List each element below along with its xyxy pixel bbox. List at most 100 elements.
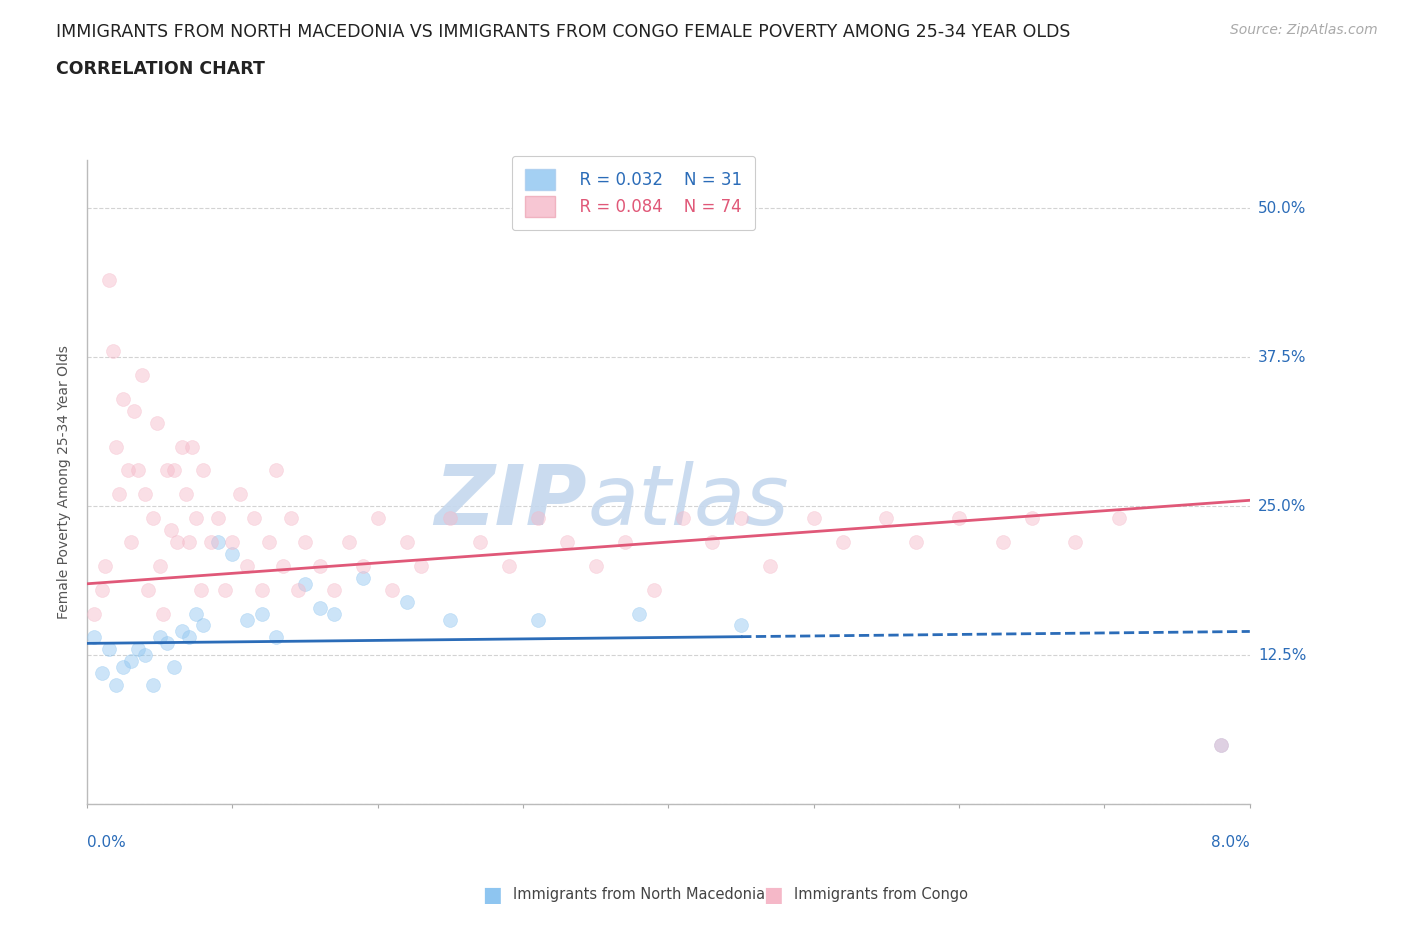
Point — [134, 487, 156, 502]
Point — [250, 606, 273, 621]
Point — [174, 487, 197, 502]
Point — [613, 535, 636, 550]
Point — [186, 511, 208, 525]
Point — [163, 659, 186, 674]
Point — [264, 630, 287, 644]
Point — [160, 523, 183, 538]
Point — [294, 535, 316, 550]
Point — [439, 511, 461, 525]
Point — [149, 630, 172, 644]
Point — [193, 618, 215, 633]
Point — [117, 463, 139, 478]
Point — [555, 535, 578, 550]
Point — [177, 630, 200, 644]
Point — [149, 558, 172, 573]
Point — [108, 487, 131, 502]
Point — [381, 582, 404, 597]
Point — [352, 558, 374, 573]
Point — [526, 612, 548, 627]
Point — [585, 558, 607, 573]
Point — [221, 547, 243, 562]
Text: CORRELATION CHART: CORRELATION CHART — [56, 60, 266, 78]
Text: ZIP: ZIP — [434, 461, 588, 542]
Point — [904, 535, 927, 550]
Text: atlas: atlas — [588, 461, 789, 542]
Text: 25.0%: 25.0% — [1258, 498, 1306, 513]
Point — [875, 511, 897, 525]
Point — [1021, 511, 1043, 525]
Point — [112, 392, 135, 406]
Point — [395, 594, 418, 609]
Text: Immigrants from North Macedonia: Immigrants from North Macedonia — [513, 887, 765, 902]
Point — [257, 535, 280, 550]
Point — [1064, 535, 1087, 550]
Point — [97, 642, 120, 657]
Point — [186, 606, 208, 621]
Point — [127, 642, 149, 657]
Point — [83, 630, 105, 644]
Text: IMMIGRANTS FROM NORTH MACEDONIA VS IMMIGRANTS FROM CONGO FEMALE POVERTY AMONG 25: IMMIGRANTS FROM NORTH MACEDONIA VS IMMIG… — [56, 23, 1070, 41]
Point — [170, 439, 193, 454]
Point — [136, 582, 159, 597]
Point — [120, 654, 142, 669]
Point — [352, 570, 374, 585]
Point — [280, 511, 302, 525]
Point — [103, 344, 125, 359]
Point — [142, 678, 165, 693]
Point — [831, 535, 853, 550]
Point — [468, 535, 491, 550]
Point — [411, 558, 433, 573]
Point — [308, 600, 330, 615]
Point — [264, 463, 287, 478]
Point — [221, 535, 243, 550]
Point — [759, 558, 782, 573]
Point — [250, 582, 273, 597]
Text: Immigrants from Congo: Immigrants from Congo — [794, 887, 969, 902]
Point — [243, 511, 266, 525]
Point — [236, 558, 259, 573]
Point — [207, 535, 229, 550]
Point — [672, 511, 695, 525]
Text: 50.0%: 50.0% — [1258, 201, 1306, 216]
Text: 12.5%: 12.5% — [1258, 648, 1306, 663]
Point — [948, 511, 970, 525]
Point — [628, 606, 651, 621]
Point — [90, 582, 112, 597]
Point — [273, 558, 295, 573]
Point — [294, 577, 316, 591]
Point — [200, 535, 222, 550]
Point — [193, 463, 215, 478]
Point — [134, 648, 156, 663]
Point — [1209, 737, 1232, 752]
Point — [127, 463, 149, 478]
Text: ■: ■ — [482, 884, 502, 905]
Text: 37.5%: 37.5% — [1258, 350, 1306, 365]
Text: 0.0%: 0.0% — [87, 835, 127, 850]
Point — [395, 535, 418, 550]
Point — [112, 659, 135, 674]
Point — [1108, 511, 1130, 525]
Point — [93, 558, 115, 573]
Point — [131, 367, 153, 382]
Point — [97, 272, 120, 287]
Point — [146, 416, 169, 431]
Point — [152, 606, 174, 621]
Point — [287, 582, 309, 597]
Point — [180, 439, 202, 454]
Point — [643, 582, 665, 597]
Point — [730, 511, 752, 525]
Point — [90, 666, 112, 681]
Point — [207, 511, 229, 525]
Point — [236, 612, 259, 627]
Point — [991, 535, 1014, 550]
Point — [122, 404, 145, 418]
Point — [83, 606, 105, 621]
Text: Source: ZipAtlas.com: Source: ZipAtlas.com — [1230, 23, 1378, 37]
Point — [170, 624, 193, 639]
Point — [105, 678, 128, 693]
Point — [105, 439, 128, 454]
Point — [308, 558, 330, 573]
Point — [229, 487, 252, 502]
Point — [156, 463, 179, 478]
Text: ■: ■ — [763, 884, 783, 905]
